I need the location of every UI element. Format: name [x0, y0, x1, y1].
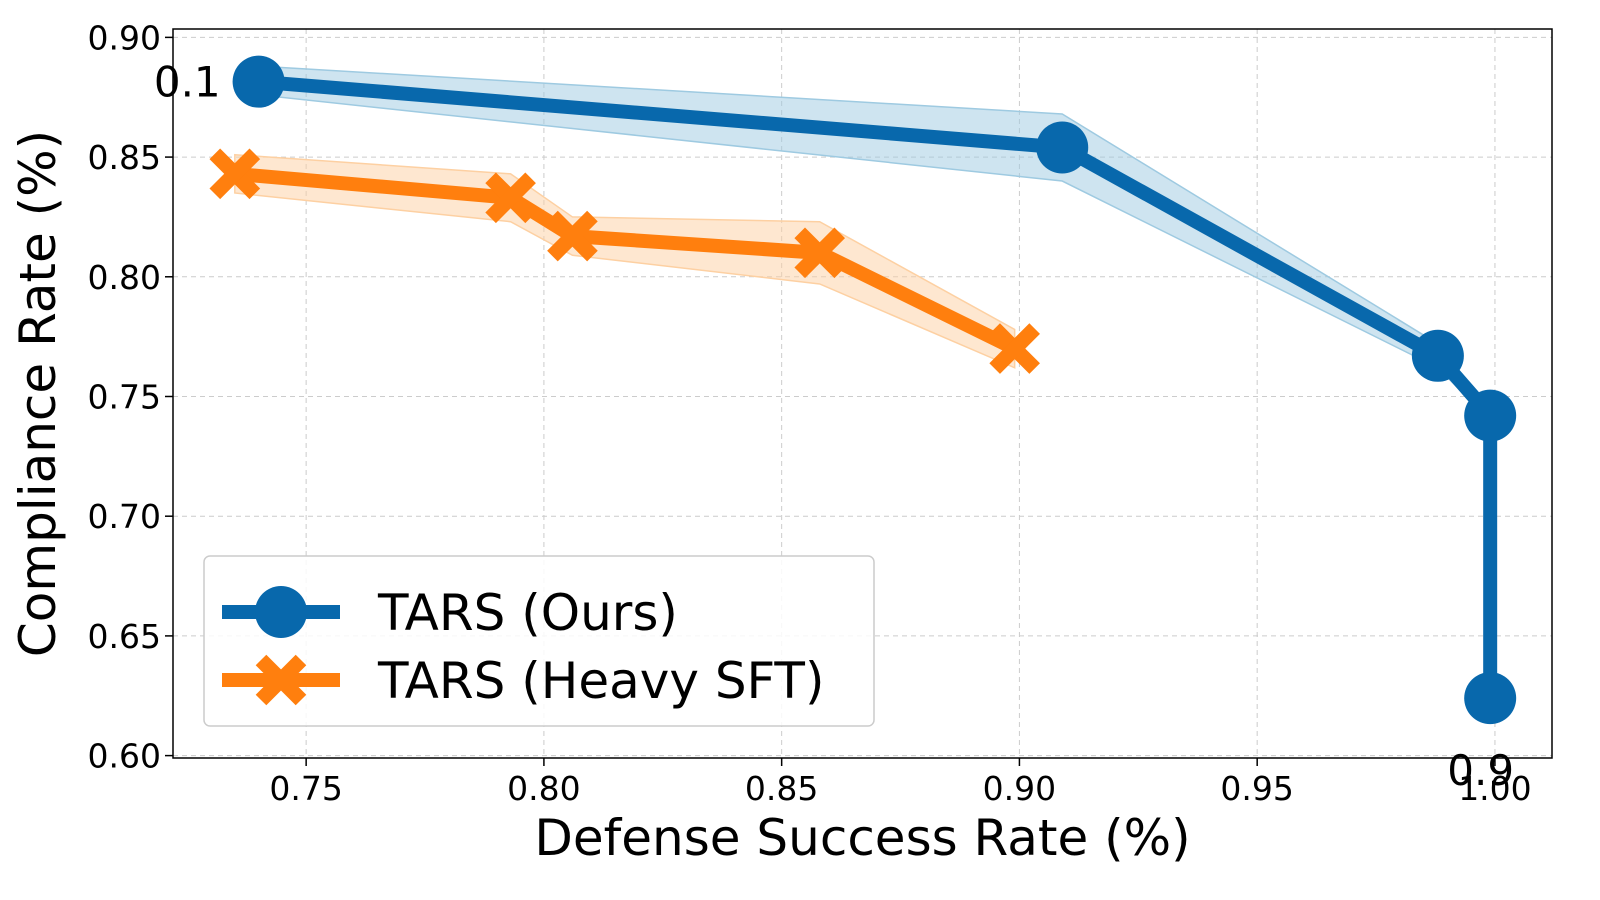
series-tars-ours-point [1464, 389, 1517, 442]
series-markers [209, 55, 1517, 725]
y-tick-label: 0.70 [88, 497, 161, 536]
series-tars-heavy-sft-point [485, 172, 536, 224]
legend-entries: TARS (Ours) TARS (Heavy SFT) [222, 584, 824, 710]
x-axis-ticks: 0.75 0.80 0.85 0.90 0.95 1.00 [269, 758, 1532, 808]
x-marker-stroke [547, 210, 598, 262]
y-axis-label: Compliance Rate (%) [9, 130, 67, 657]
series-tars-heavy-sft-point [547, 210, 598, 262]
series-tars-ours-point [1411, 329, 1464, 382]
x-tick-label: 0.75 [269, 769, 342, 808]
y-tick-label: 0.90 [88, 18, 161, 57]
series-tars-heavy-sft-point [794, 227, 846, 279]
x-axis-label: Defense Success Rate (%) [534, 809, 1190, 867]
legend-label: TARS (Ours) [377, 584, 678, 642]
y-axis-ticks: 0.60 0.65 0.70 0.75 0.80 0.85 0.90 [88, 18, 173, 776]
series-tars-ours-point [1464, 672, 1517, 725]
x-tick-label: 0.95 [1220, 769, 1293, 808]
y-tick-label: 0.85 [88, 138, 161, 177]
y-tick-label: 0.80 [88, 258, 161, 297]
legend-label: TARS (Heavy SFT) [377, 652, 824, 710]
series-tars-ours-point [1036, 121, 1089, 174]
x-tick-label: 1.00 [1458, 769, 1531, 808]
point-annotation: 0.1 [154, 58, 221, 107]
x-tick-label: 0.90 [983, 769, 1056, 808]
series-tars-ours-point [232, 55, 285, 108]
y-tick-label: 0.65 [88, 617, 161, 656]
x-tick-label: 0.80 [507, 769, 580, 808]
point-annotation: 0.9 [1447, 746, 1514, 795]
x-marker-stroke [485, 172, 536, 224]
legend-swatch-marker [255, 654, 307, 706]
series-tars-heavy-sft-point [209, 148, 261, 200]
series-tars-heavy-sft-point [989, 323, 1040, 374]
legend: TARS (Ours) TARS (Heavy SFT) [203, 555, 875, 727]
legend-entry: TARS (Heavy SFT) [222, 652, 824, 710]
legend-swatch-marker [255, 586, 307, 638]
y-tick-label: 0.60 [88, 737, 161, 776]
x-marker-stroke [209, 148, 261, 200]
x-marker-stroke [794, 227, 846, 279]
legend-box [203, 555, 875, 727]
x-tick-label: 0.85 [745, 769, 818, 808]
annotations: 0.1 0.9 [154, 58, 1514, 795]
series-tars-heavy-sft-band [234, 153, 1016, 369]
x-marker-stroke [989, 323, 1040, 374]
legend-entry: TARS (Ours) [222, 584, 678, 642]
plot-frame [172, 28, 1553, 759]
y-tick-label: 0.75 [88, 377, 161, 416]
x-marker-stroke [255, 654, 307, 706]
